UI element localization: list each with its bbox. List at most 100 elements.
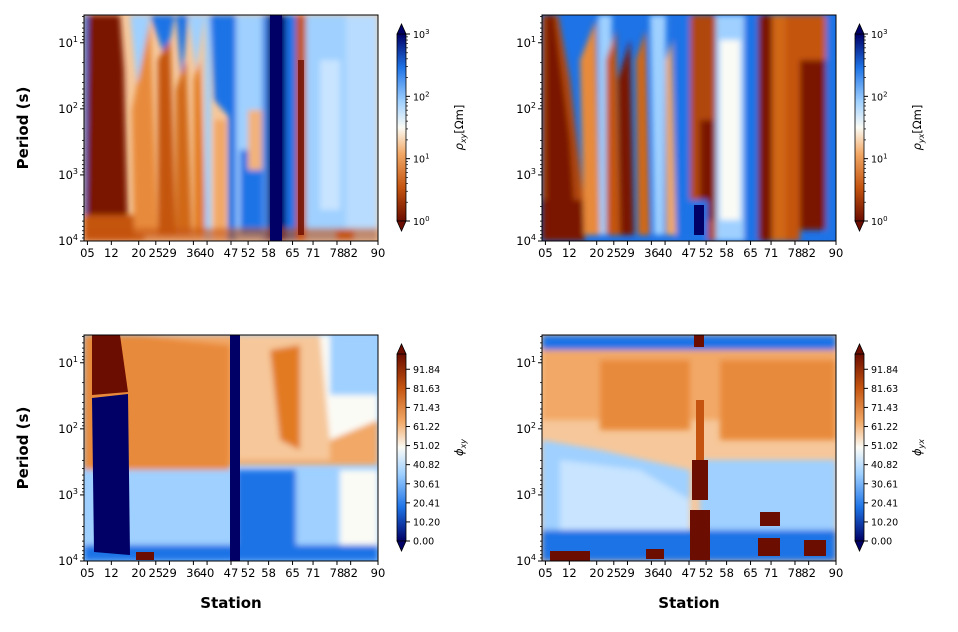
colorbar-extend-top	[396, 343, 407, 355]
x-tick-label: 71	[764, 246, 779, 260]
x-tick-label: 47	[682, 566, 697, 580]
x-tick-label: 12	[562, 566, 577, 580]
colorbar-extend-bottom	[854, 540, 865, 552]
x-tick-label: 82	[801, 566, 816, 580]
axes-phi_xy: 05 12 20 25 29 36 40 47 52 58 65 71 78 82 90 101 102 103 1…	[14, 336, 385, 612]
x-axis-label: Station	[658, 594, 719, 612]
x-tick-label: 47	[224, 566, 239, 580]
colorbar-extend-top	[854, 343, 865, 355]
x-tick-label: 65	[743, 566, 758, 580]
y-tick-label: 104	[516, 553, 536, 568]
x-tick-label: 25	[148, 246, 163, 260]
y-tick-label: 101	[516, 355, 536, 370]
colorbar-extend-bottom	[396, 220, 407, 232]
colorbar-tick-label: 71.43	[413, 403, 440, 414]
colorbar-phi_xy: 0.00 10.20 20.41 30.61 40.82 51.02 61.22 71.43 8…	[396, 343, 468, 552]
y-axis-label: Period (s)	[14, 407, 32, 490]
y-tick-label: 102	[516, 101, 536, 116]
y-tick-label: 103	[516, 167, 536, 182]
x-tick-label: 58	[719, 246, 734, 260]
colorbar-tick-label: 40.82	[413, 460, 440, 471]
colorbar-tick-label: 100	[413, 215, 430, 228]
colorbar-tick-label: 10.20	[413, 517, 440, 528]
x-tick-label: 52	[241, 566, 256, 580]
x-tick-label: 65	[285, 566, 300, 580]
colorbar-tick-label: 103	[871, 28, 888, 41]
colorbar-gradient	[854, 353, 865, 542]
x-tick-label: 20	[589, 566, 604, 580]
x-tick-label: 36	[186, 246, 201, 260]
axes-phi_yx: 05 12 20 25 29 36 40 47 52 58 65 71 78 82 90 101 102 103 1…	[516, 336, 843, 612]
colorbar-tick-label: 0.00	[413, 537, 434, 548]
heatmap-rho-yx	[542, 15, 836, 241]
x-tick-label: 47	[682, 246, 697, 260]
colorbar-tick-label: 91.84	[871, 365, 898, 376]
x-tick-label: 20	[589, 246, 604, 260]
colorbar-tick-label: 30.61	[871, 479, 898, 490]
x-tick-label: 90	[371, 566, 386, 580]
x-tick-label: 78	[788, 246, 803, 260]
axes-rho_yx: 05 12 20 25 29 36 40 47 52 58 65 71 78 82 90 101 102 103 1…	[516, 16, 843, 260]
x-tick-label: 29	[162, 566, 177, 580]
colorbar-tick-label: 102	[413, 90, 430, 103]
x-tick-label: 25	[606, 246, 621, 260]
x-tick-label: 90	[371, 246, 386, 260]
colorbar-rho_xy: 100 101 102 103 ρxy[Ωm]	[396, 23, 468, 232]
x-tick-label: 58	[261, 566, 276, 580]
x-tick-label: 90	[829, 566, 844, 580]
y-tick-label: 103	[58, 487, 78, 502]
y-axis-label: Period (s)	[14, 87, 32, 170]
colorbar-tick-label: 30.61	[413, 479, 440, 490]
colorbar-phi_yx: 0.00 10.20 20.41 30.61 40.82 51.02 61.22 71.43 8…	[854, 343, 926, 552]
x-tick-label: 78	[788, 566, 803, 580]
heatmap-rho-xy	[84, 15, 378, 241]
x-tick-label: 78	[330, 566, 345, 580]
heatmap-phi-yx	[542, 335, 836, 561]
colorbar-extend-bottom	[854, 220, 865, 232]
colorbar-tick-label: 81.63	[871, 384, 898, 395]
y-tick-label: 101	[58, 35, 78, 50]
colorbar-gradient	[396, 33, 407, 222]
colorbar-tick-label: 100	[871, 215, 888, 228]
colorbar-label: ρyx[Ωm]	[910, 105, 926, 151]
y-tick-label: 103	[516, 487, 536, 502]
y-tick-label: 102	[516, 421, 536, 436]
x-tick-label: 40	[200, 566, 215, 580]
x-tick-label: 05	[80, 566, 95, 580]
x-tick-label: 25	[606, 566, 621, 580]
x-tick-label: 05	[538, 566, 553, 580]
colorbar-tick-label: 103	[413, 28, 430, 41]
colorbar-tick-label: 101	[871, 153, 888, 166]
y-tick-label: 104	[58, 233, 78, 248]
x-tick-label: 40	[200, 246, 215, 260]
x-tick-label: 36	[644, 246, 659, 260]
colorbar-tick-label: 101	[413, 153, 430, 166]
axes-layer: 05 12 20 25 29 36 40 47 52 58 65 71 78 82 901011021031…	[14, 16, 926, 612]
x-tick-label: 12	[104, 246, 119, 260]
x-tick-label: 05	[80, 246, 95, 260]
x-tick-label: 20	[131, 566, 146, 580]
y-tick-label: 104	[516, 233, 536, 248]
x-tick-label: 20	[131, 246, 146, 260]
x-tick-label: 82	[343, 566, 358, 580]
colorbar-gradient	[854, 33, 865, 222]
x-tick-label: 58	[719, 566, 734, 580]
colorbar-tick-label: 81.63	[413, 384, 440, 395]
x-tick-label: 52	[241, 246, 256, 260]
panel-phi-yx	[541, 334, 837, 562]
x-tick-label: 36	[644, 566, 659, 580]
x-tick-label: 65	[743, 246, 758, 260]
colorbar-tick-label: 61.22	[871, 422, 898, 433]
colorbar-tick-label: 51.02	[871, 441, 898, 452]
x-tick-label: 82	[801, 246, 816, 260]
x-tick-label: 58	[261, 246, 276, 260]
colorbar-tick-label: 71.43	[871, 403, 898, 414]
colorbar-tick-label: 10.20	[871, 517, 898, 528]
colorbar-tick-label: 40.82	[871, 460, 898, 471]
x-tick-label: 25	[148, 566, 163, 580]
colorbar-tick-label: 20.41	[413, 498, 440, 509]
x-tick-label: 90	[829, 246, 844, 260]
y-tick-label: 103	[58, 167, 78, 182]
heatmap-phi-xy	[84, 335, 378, 561]
x-tick-label: 40	[658, 566, 673, 580]
